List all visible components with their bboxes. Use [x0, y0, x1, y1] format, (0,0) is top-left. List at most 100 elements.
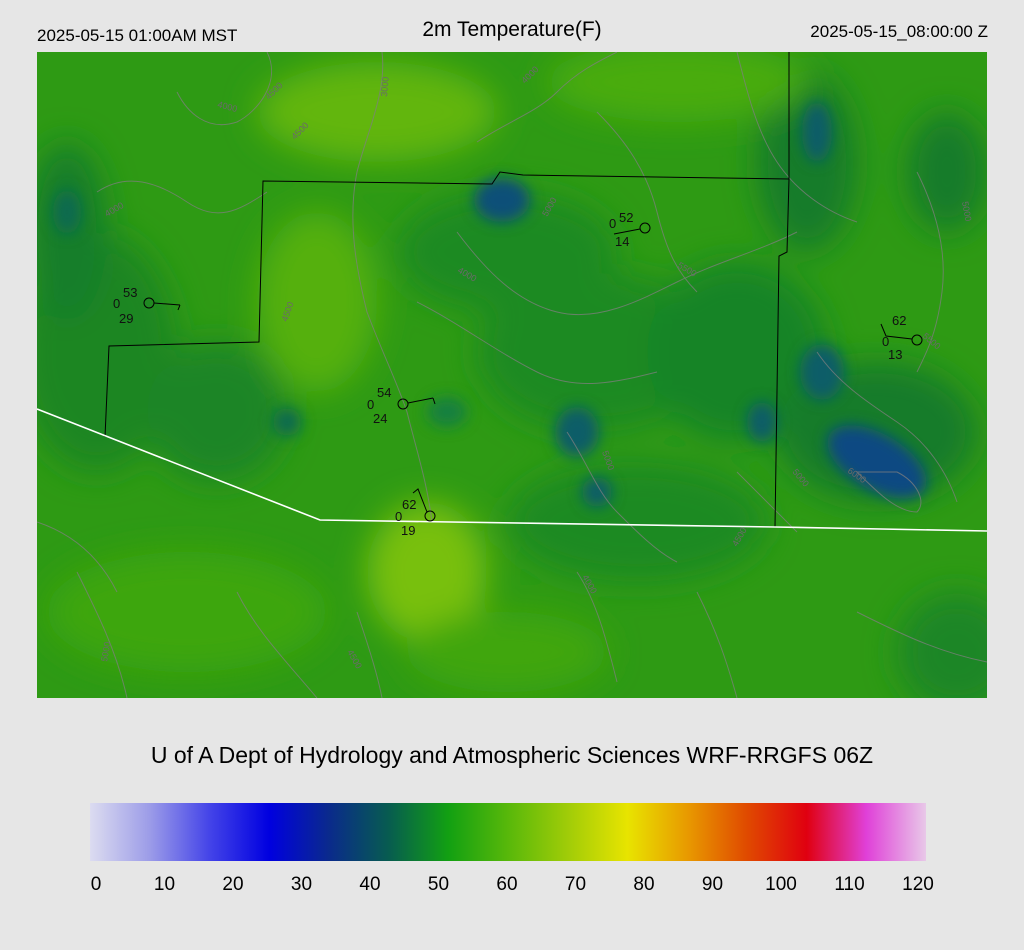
colorbar-tick: 70	[564, 874, 587, 895]
station-dewpoint: 29	[119, 311, 133, 326]
colorbar-tick: 50	[427, 874, 450, 895]
warm-region	[257, 62, 497, 162]
contour-line	[596, 111, 698, 293]
station-plot: 62 0 13	[880, 313, 923, 362]
wind-barb	[880, 323, 913, 340]
colorbar-tick: 60	[496, 874, 518, 895]
contour-line	[356, 611, 383, 698]
cool-region	[757, 72, 857, 252]
station-plot: 52 0 14	[609, 210, 651, 249]
warm-region	[47, 552, 327, 672]
utc-time-label: 2025-05-15_08:00:00 Z	[810, 22, 988, 41]
contour-line	[416, 301, 658, 385]
contour-line	[76, 571, 128, 698]
contour-line	[236, 591, 318, 698]
contour-line	[916, 171, 944, 373]
elevation-contours	[37, 52, 987, 698]
cold-spot	[582, 477, 612, 507]
cold-spot	[53, 190, 81, 234]
county-boundaries	[104, 52, 790, 528]
cold-spot	[827, 425, 927, 499]
contour-line	[816, 351, 958, 503]
station-cloud-cover: 0	[609, 216, 616, 231]
cold-spot	[555, 407, 599, 457]
warm-region	[547, 52, 807, 122]
county-boundary	[104, 52, 790, 438]
wind-barb	[153, 302, 181, 311]
station-temperature: 54	[377, 385, 391, 400]
station-dewpoint: 14	[615, 234, 629, 249]
station-temperature: 62	[892, 313, 906, 328]
contour-line	[176, 52, 273, 126]
temperature-field	[37, 52, 987, 698]
state-border	[37, 408, 987, 532]
cold-spots	[53, 102, 927, 507]
wind-barb	[613, 228, 641, 235]
contour-label: 3000	[379, 76, 391, 97]
contour-label: 5000	[960, 201, 973, 222]
station-dewpoint: 19	[401, 523, 415, 538]
station-circle	[397, 398, 409, 410]
cool-region	[507, 462, 767, 582]
colorbar-tick: 20	[222, 874, 244, 895]
wind-barb	[407, 397, 436, 405]
station-cloud-cover: 0	[882, 334, 889, 349]
contour-line	[37, 521, 118, 593]
colorbar-tick: 30	[290, 874, 313, 895]
colorbar-tick: 90	[701, 874, 724, 895]
colorbar-ticks: 0 10 20 30 40 50 60 70 80 90 100 110 120	[0, 874, 1024, 904]
plot-header: 2025-05-15 01:00AM MST 2m Temperature(F)…	[0, 0, 1024, 50]
contour-line	[855, 471, 922, 513]
contour-line	[566, 431, 678, 563]
contour-line	[96, 180, 268, 214]
station-circle	[424, 510, 436, 522]
station-cloud-cover: 0	[367, 397, 374, 412]
station-plot: 62 0 19	[395, 488, 436, 538]
colorbar-tick: 110	[834, 874, 865, 895]
station-plot: 53 0 29	[113, 285, 181, 326]
colorbar-tick: 100	[765, 874, 797, 895]
cold-spot	[802, 102, 832, 162]
station-temperature: 62	[402, 497, 416, 512]
station-dewpoint: 13	[888, 347, 902, 362]
credit-line: U of A Dept of Hydrology and Atmospheric…	[150, 742, 874, 768]
cool-region	[147, 342, 287, 482]
county-boundary	[774, 178, 790, 528]
cool-region	[907, 112, 987, 232]
station-circle	[911, 334, 923, 346]
colorbar-ramp	[90, 803, 926, 861]
contour-line	[696, 591, 738, 698]
station-circle	[639, 222, 651, 234]
cool-region	[647, 262, 827, 442]
contour-line	[456, 231, 798, 316]
colorbar-tick: 40	[359, 874, 381, 895]
station-cloud-cover: 0	[113, 296, 120, 311]
warm-region	[257, 212, 377, 392]
cool-region	[897, 592, 987, 698]
station-dewpoint: 24	[373, 411, 387, 426]
contour-line	[576, 571, 618, 683]
contour-line	[476, 52, 618, 143]
cold-spot	[474, 178, 530, 222]
cold-spot	[273, 408, 301, 436]
cold-spot	[800, 344, 844, 400]
station-cloud-cover: 0	[395, 509, 402, 524]
station-temperature: 52	[619, 210, 633, 225]
contour-line	[736, 52, 858, 223]
contour-label: 5000	[99, 641, 112, 662]
colorbar-tick: 10	[153, 874, 176, 895]
plot-title: 2m Temperature(F)	[422, 18, 602, 41]
contour-line	[856, 611, 987, 663]
temperature-colorbar	[90, 803, 926, 861]
station-plot: 54 0 24	[367, 385, 436, 426]
cold-spot	[427, 397, 467, 427]
warm-region	[367, 502, 487, 642]
warm-region	[407, 612, 607, 692]
cold-spot	[747, 402, 777, 442]
contour-line	[736, 471, 798, 533]
colorbar-tick: 80	[633, 874, 655, 895]
contour-line	[352, 52, 433, 523]
station-plots: 53 0 29 52 0 14 62 0 13 54	[113, 210, 923, 538]
local-time-label: 2025-05-15 01:00AM MST	[37, 26, 238, 45]
colorbar-tick: 120	[902, 874, 934, 895]
